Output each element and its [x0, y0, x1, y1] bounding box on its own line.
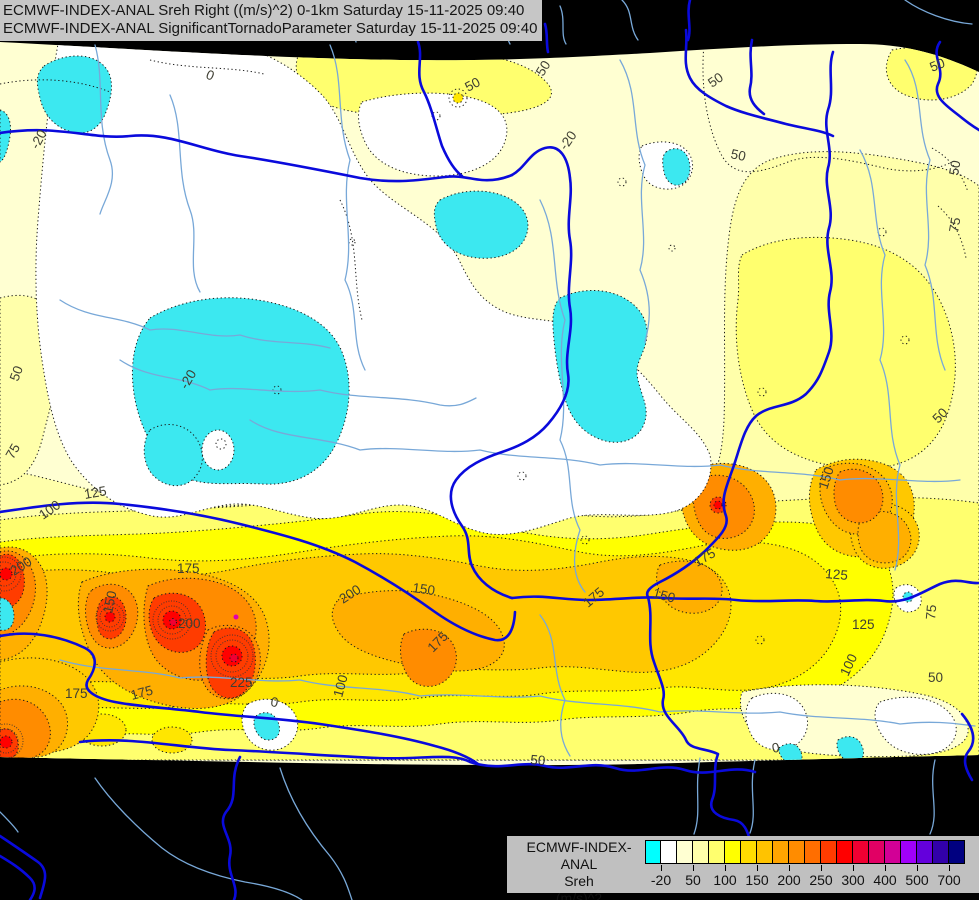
- legend-tick-mark: [725, 865, 726, 871]
- legend-swatch: [661, 840, 677, 864]
- contour-label: 125: [852, 617, 875, 632]
- contour-label: 50: [928, 670, 943, 685]
- legend-swatch: [805, 840, 821, 864]
- contour-label: 100: [330, 673, 350, 699]
- contour-label: 0: [269, 694, 279, 710]
- legend-swatch: [885, 840, 901, 864]
- legend-tick-label: 100: [713, 872, 737, 888]
- contour-label: 50: [7, 364, 26, 383]
- legend-units: (m/s)^2: [555, 890, 603, 900]
- legend-swatch: [693, 840, 709, 864]
- legend-swatch: [837, 840, 853, 864]
- contour-label: 50: [729, 146, 747, 164]
- legend-swatch: [901, 840, 917, 864]
- contour-label: 75: [3, 441, 24, 462]
- legend: ECMWF-INDEX-ANAL Sreh (m/s)^2 -20 50 100 15…: [507, 836, 979, 900]
- legend-swatch: [949, 840, 965, 864]
- contour-label: 75: [946, 216, 963, 233]
- contour-label: 75: [923, 604, 939, 620]
- legend-tick-mark: [821, 865, 822, 871]
- legend-swatch: [821, 840, 837, 864]
- legend-tick-label: 500: [905, 872, 929, 888]
- legend-swatch: [869, 840, 885, 864]
- legend-swatch: [853, 840, 869, 864]
- contour-label: 50: [533, 58, 554, 79]
- contour-label: 175: [65, 686, 88, 701]
- legend-tick-mark: [853, 865, 854, 871]
- legend-tick-labels: -20 50 100 150 200 250 300 400 500 700: [645, 865, 967, 891]
- legend-tick-label: 50: [685, 872, 701, 888]
- legend-tick-mark: [661, 865, 662, 871]
- legend-tick-label: 700: [937, 872, 961, 888]
- legend-tick-label: 400: [873, 872, 897, 888]
- legend-tick-label: 150: [745, 872, 769, 888]
- legend-tick-mark: [789, 865, 790, 871]
- contour-label: 50: [928, 55, 948, 75]
- legend-text: ECMWF-INDEX-ANAL Sreh (m/s)^2: [513, 839, 645, 900]
- legend-tick-mark: [757, 865, 758, 871]
- legend-tick-mark: [917, 865, 918, 871]
- contour-label: 50: [462, 74, 482, 94]
- title-bar: ECMWF-INDEX-ANAL Sreh Right ((m/s)^2) 0-…: [0, 0, 543, 41]
- legend-colorbar: [645, 840, 965, 865]
- legend-swatch: [757, 840, 773, 864]
- contour-label: 50: [946, 159, 963, 176]
- legend-swatch: [917, 840, 933, 864]
- legend-swatch: [725, 840, 741, 864]
- legend-swatch: [789, 840, 805, 864]
- legend-tick-mark: [885, 865, 886, 871]
- legend-tick-label: 300: [841, 872, 865, 888]
- contour-label: 125: [825, 566, 849, 583]
- map-region: [0, 42, 979, 766]
- contour-label: 50: [530, 752, 546, 768]
- legend-swatch: [709, 840, 725, 864]
- legend-swatch: [773, 840, 789, 864]
- legend-swatch: [933, 840, 949, 864]
- legend-title: ECMWF-INDEX-ANAL: [526, 839, 632, 872]
- legend-swatch: [741, 840, 757, 864]
- legend-tick-mark: [949, 865, 950, 871]
- contour-label: 175: [177, 561, 200, 576]
- contour-label: 125: [83, 483, 108, 502]
- contour-lines: [0, 43, 969, 759]
- contour-label: 150: [100, 589, 119, 614]
- contour-label: 0: [771, 740, 781, 756]
- legend-tick-label: 250: [809, 872, 833, 888]
- contour-label: 150: [412, 580, 436, 598]
- legend-tick-label: 200: [777, 872, 801, 888]
- map-title-line2: ECMWF-INDEX-ANAL SignificantTornadoParam…: [3, 20, 538, 37]
- contour-label: 175: [129, 683, 155, 703]
- contour-label: 200: [178, 616, 201, 631]
- contour-label: 150: [816, 465, 837, 491]
- contour-label: 225: [230, 675, 253, 690]
- contour-label: 50: [705, 70, 726, 91]
- contour-label: 150: [651, 585, 677, 605]
- legend-swatch: [645, 840, 661, 864]
- legend-tick-mark: [693, 865, 694, 871]
- negative-srh-areas: [0, 55, 914, 765]
- map-title-line1: ECMWF-INDEX-ANAL Sreh Right ((m/s)^2) 0-…: [3, 2, 525, 19]
- legend-parameter: Sreh: [564, 873, 594, 889]
- legend-swatch: [677, 840, 693, 864]
- legend-tick-label: -20: [650, 872, 672, 888]
